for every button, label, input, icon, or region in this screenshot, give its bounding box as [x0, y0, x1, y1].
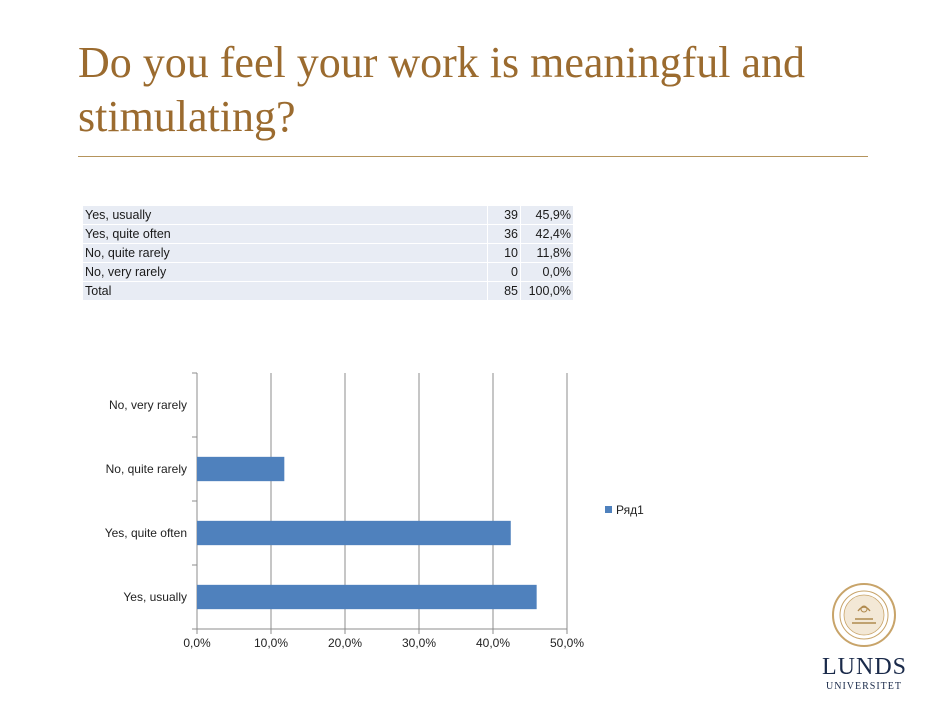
table-cell-percent: 45,9%	[520, 205, 574, 225]
y-tick-label: No, quite rarely	[106, 462, 187, 476]
y-tick-label: Yes, quite often	[105, 526, 187, 540]
title-divider	[78, 156, 868, 157]
table-cell-label: No, very rarely	[82, 262, 488, 282]
logo-subtitle: UNIVERSITET	[826, 681, 902, 692]
table-cell-count: 39	[487, 205, 521, 225]
table-cell-count: 0	[487, 262, 521, 282]
table-cell-count: 36	[487, 224, 521, 244]
table-cell-count: 85	[487, 281, 521, 301]
table-row-total: Total 85 100,0%	[82, 281, 574, 301]
table-cell-label: Yes, usually	[82, 205, 488, 225]
table-cell-percent: 100,0%	[520, 281, 574, 301]
x-tick-label: 30,0%	[402, 636, 436, 650]
bar	[197, 456, 285, 482]
university-seal-icon	[832, 583, 896, 647]
table-row: No, quite rarely 10 11,8%	[82, 243, 574, 263]
legend-label: Ряд1	[616, 503, 644, 517]
legend-swatch	[605, 506, 612, 513]
table-cell-count: 10	[487, 243, 521, 263]
table-cell-percent: 0,0%	[520, 262, 574, 282]
table-cell-label: No, quite rarely	[82, 243, 488, 263]
table-row: Yes, quite often 36 42,4%	[82, 224, 574, 244]
table-cell-label: Total	[82, 281, 488, 301]
x-tick-label: 40,0%	[476, 636, 510, 650]
table-row: No, very rarely 0 0,0%	[82, 262, 574, 282]
bar-chart: 0,0% 10,0% 20,0% 30,0% 40,0% 50,0% No, very ra…	[105, 372, 644, 650]
y-tick-label: No, very rarely	[109, 398, 187, 412]
table-cell-percent: 11,8%	[520, 243, 574, 263]
bar	[197, 584, 537, 610]
slide-title: Do you feel your work is meaningful and …	[78, 38, 806, 141]
logo-name: LUNDS	[822, 654, 908, 680]
y-tick-label: Yes, usually	[123, 590, 187, 604]
x-tick-label: 10,0%	[254, 636, 288, 650]
table-cell-label: Yes, quite often	[82, 224, 488, 244]
summary-table: Yes, usually 39 45,9% Yes, quite often 3…	[82, 205, 574, 301]
x-tick-label: 20,0%	[328, 636, 362, 650]
bar	[197, 520, 511, 546]
table-row: Yes, usually 39 45,9%	[82, 205, 574, 225]
x-tick-label: 0,0%	[183, 636, 211, 650]
table-cell-percent: 42,4%	[520, 224, 574, 244]
university-logo: LUNDS UNIVERSITET	[822, 583, 906, 692]
x-tick-label: 50,0%	[550, 636, 584, 650]
